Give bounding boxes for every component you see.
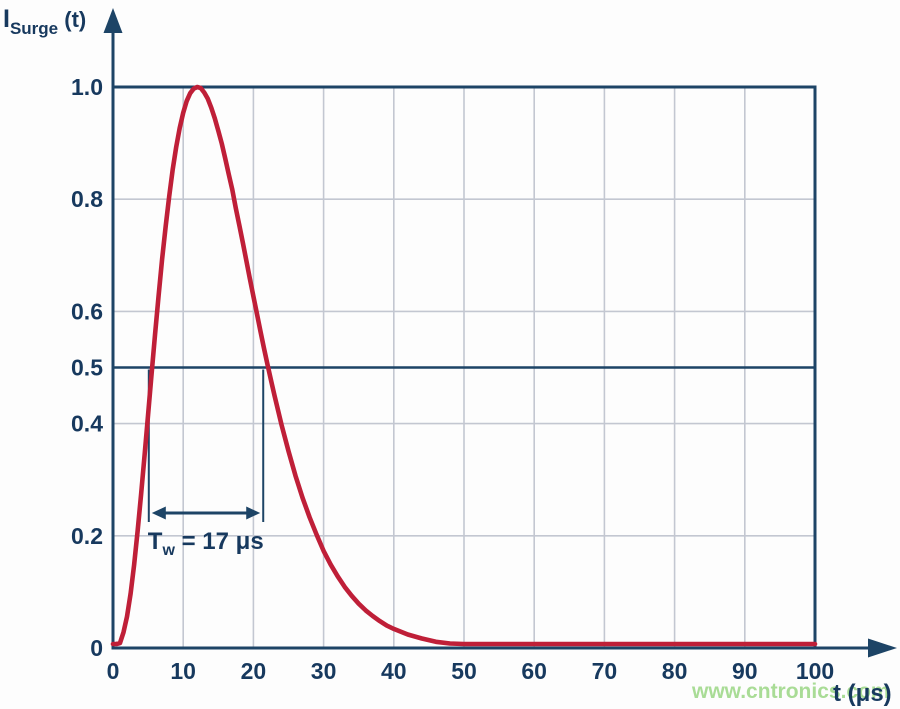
y-tick-label: 0.6: [71, 298, 103, 324]
y-axis-tick-labels: 0 0.2 0.4 0.5 0.6 0.8 1.0: [71, 74, 103, 661]
x-tick-label: 40: [381, 658, 407, 684]
x-tick-label: 0: [107, 658, 120, 684]
x-axis-tick-labels: 0 10 20 30 40 50 60 70 80 90 100: [107, 658, 835, 684]
x-tick-label: 100: [796, 658, 834, 684]
y-tick-label: 0.5: [71, 355, 103, 381]
y-title-suffix: (t): [58, 7, 86, 32]
x-tick-label: 70: [592, 658, 618, 684]
y-axis-arrow-icon: [103, 8, 123, 33]
x-axis-arrow-icon: [868, 638, 897, 658]
x-tick-label: 20: [241, 658, 267, 684]
y-title-subscript: Surge: [10, 19, 58, 38]
y-tick-label: 0: [90, 635, 103, 661]
x-tick-label: 30: [311, 658, 337, 684]
x-tick-label: 50: [451, 658, 477, 684]
surge-current-curve: [110, 84, 818, 647]
pulse-width-annotation: Tw = 17 μs: [147, 369, 265, 559]
arrowhead-right-icon: [246, 506, 261, 520]
pulse-width-symbol: T: [148, 528, 163, 555]
x-tick-label: 60: [521, 658, 547, 684]
watermark-text: www.cntronics.com: [691, 680, 890, 703]
y-tick-label: 0.8: [71, 186, 103, 212]
pulse-width-subscript: w: [161, 542, 175, 559]
y-axis-title: ISurge (t): [3, 5, 86, 38]
x-tick-label: 10: [170, 658, 196, 684]
y-title-symbol: I: [3, 5, 10, 33]
x-tick-label: 80: [662, 658, 688, 684]
pulse-width-value: = 17 μs: [175, 528, 264, 555]
arrowhead-left-icon: [151, 506, 166, 520]
axes: [103, 8, 897, 658]
x-axis-title: t (μs): [833, 680, 892, 707]
y-tick-label: 0.2: [71, 523, 103, 549]
reference-lines: [111, 85, 817, 648]
y-tick-label: 1.0: [71, 74, 103, 100]
pulse-width-label: Tw = 17 μs: [148, 528, 264, 559]
y-tick-label: 0.4: [71, 411, 103, 437]
x-tick-label: 90: [732, 658, 758, 684]
